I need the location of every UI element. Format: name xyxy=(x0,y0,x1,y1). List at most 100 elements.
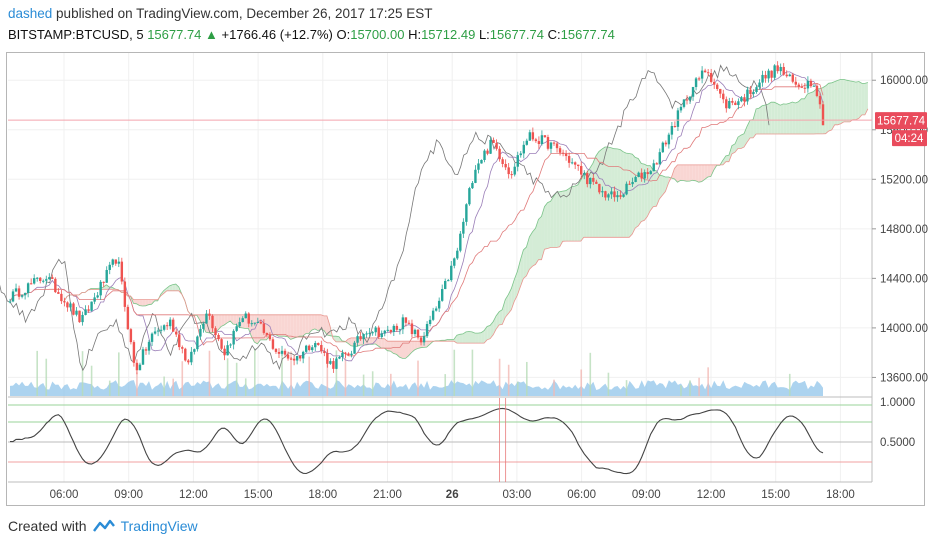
chart-frame[interactable] xyxy=(6,52,925,506)
tradingview-logo-icon xyxy=(92,519,115,532)
candle-body xyxy=(54,278,57,293)
candle-body xyxy=(268,334,272,340)
candle-body xyxy=(214,328,217,335)
cloud-segment xyxy=(450,339,454,342)
candle-body xyxy=(362,334,365,340)
cloud-segment xyxy=(332,336,337,342)
high-label: H: xyxy=(408,27,422,42)
y-tick-label: 13600.00 xyxy=(880,372,928,384)
candle-body xyxy=(338,356,341,359)
volume-bar xyxy=(235,362,238,396)
cloud-segment xyxy=(789,101,793,135)
volume-bar xyxy=(290,351,292,396)
candle-body xyxy=(419,337,423,343)
candle-body xyxy=(558,148,562,153)
candle-body xyxy=(380,333,383,338)
candle-body xyxy=(552,142,556,144)
tradingview-brand[interactable]: TradingView xyxy=(120,518,198,534)
candle-body xyxy=(132,342,136,363)
candle-body xyxy=(776,65,779,72)
candle-body xyxy=(335,358,338,369)
x-tick-label: 12:00 xyxy=(697,489,726,501)
candle-body xyxy=(725,99,728,109)
candle-body xyxy=(292,358,296,361)
oscillator-line xyxy=(10,407,824,475)
candle-body xyxy=(32,278,36,284)
candle-body xyxy=(226,345,229,356)
cloud-segment xyxy=(414,341,418,350)
candle-body xyxy=(437,300,441,309)
volume-bar xyxy=(607,372,610,396)
cloud-segment xyxy=(456,334,460,344)
candle-body xyxy=(688,96,692,101)
cloud-segment xyxy=(843,79,847,122)
candle-body xyxy=(818,96,822,105)
candle-body xyxy=(740,97,743,102)
publish-text: published on TradingView.com, December 2… xyxy=(52,6,433,21)
volume-bar xyxy=(81,351,84,396)
candle-body xyxy=(746,89,749,102)
candle-body xyxy=(676,110,680,127)
x-tick-label: 06:00 xyxy=(50,489,79,501)
candle-body xyxy=(238,322,241,327)
volume-bar xyxy=(118,352,120,396)
countdown-label: 04:24 xyxy=(895,133,924,145)
cloud-segment xyxy=(405,341,409,359)
cloud-segment xyxy=(786,103,790,135)
candle-body xyxy=(682,99,686,107)
x-tick-label: 09:00 xyxy=(114,489,143,501)
candle-body xyxy=(812,85,816,87)
candle-body xyxy=(280,350,284,354)
candle-body xyxy=(36,277,39,279)
cloud-segment xyxy=(311,314,315,331)
candle-body xyxy=(123,281,127,307)
cloud-segment xyxy=(598,149,602,238)
cloud-segment xyxy=(299,314,303,337)
candle-body xyxy=(631,181,634,185)
candle-body xyxy=(23,293,27,296)
cloud-segment xyxy=(508,288,512,314)
candle-body xyxy=(604,191,607,198)
candle-body xyxy=(806,80,810,89)
candle-body xyxy=(815,85,819,97)
cloud-segment xyxy=(707,164,711,178)
candle-body xyxy=(162,325,166,330)
x-tick-label: 18:00 xyxy=(826,489,855,501)
cloud-segment xyxy=(520,249,524,287)
candle-body xyxy=(353,342,356,354)
cloud-segment xyxy=(302,314,306,337)
candle-body xyxy=(265,332,269,335)
candle-body xyxy=(135,362,139,371)
cloud-segment xyxy=(287,314,291,340)
candle-body xyxy=(320,345,323,352)
candle-body xyxy=(519,153,522,156)
author-link[interactable]: dashed xyxy=(8,6,53,21)
candle-body xyxy=(253,322,257,324)
candle-body xyxy=(168,319,172,327)
cloud-segment xyxy=(580,174,584,242)
candle-body xyxy=(431,310,435,320)
candle-body xyxy=(120,261,124,282)
candle-body xyxy=(734,102,737,106)
cloud-segment xyxy=(378,337,382,349)
price-change: +1766.46 (+12.7%) xyxy=(221,27,333,42)
y-tick-label: 16000.00 xyxy=(880,75,928,87)
cloud-segment xyxy=(740,133,745,149)
candle-body xyxy=(712,81,716,85)
volume-bar xyxy=(625,380,628,396)
cloud-segment xyxy=(792,101,796,135)
cloud-segment xyxy=(305,314,309,334)
candle-body xyxy=(262,323,266,333)
volume-bar xyxy=(36,350,39,396)
cloud-segment xyxy=(224,314,228,325)
cloud-segment xyxy=(589,163,593,238)
cloud-segment xyxy=(320,314,324,331)
candle-body xyxy=(737,101,740,106)
candle-body xyxy=(779,66,782,72)
cloud-segment xyxy=(272,314,276,335)
candle-body xyxy=(347,353,350,356)
cloud-segment xyxy=(314,314,318,331)
candle-body xyxy=(295,355,299,361)
cloud-segment xyxy=(553,191,557,248)
